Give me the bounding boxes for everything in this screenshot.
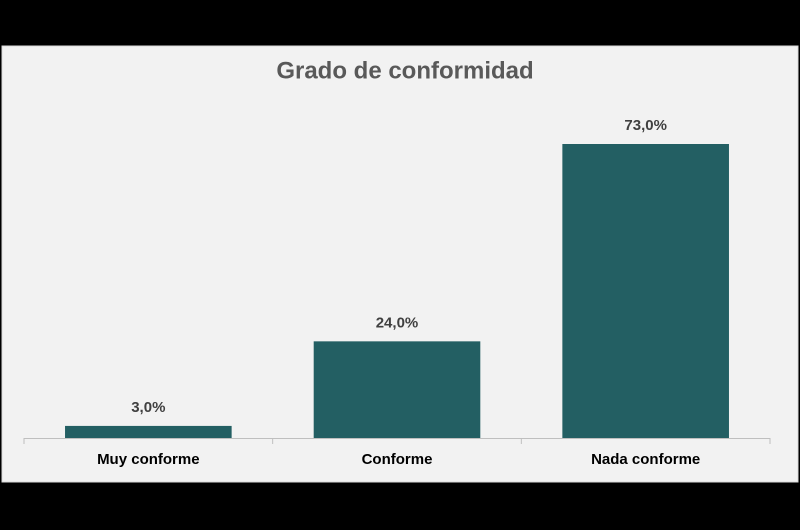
x-tick-label: Muy conforme [97, 451, 200, 468]
bar [313, 341, 481, 438]
chart-title: Grado de conformidad [276, 57, 533, 84]
x-tick-label: Conforme [362, 451, 433, 468]
bar [65, 425, 232, 438]
bar [562, 144, 729, 438]
data-label: 3,0% [131, 399, 165, 416]
data-label: 73,0% [624, 117, 667, 134]
x-tick-label: Nada conforme [591, 451, 700, 468]
data-label: 24,0% [376, 314, 419, 331]
